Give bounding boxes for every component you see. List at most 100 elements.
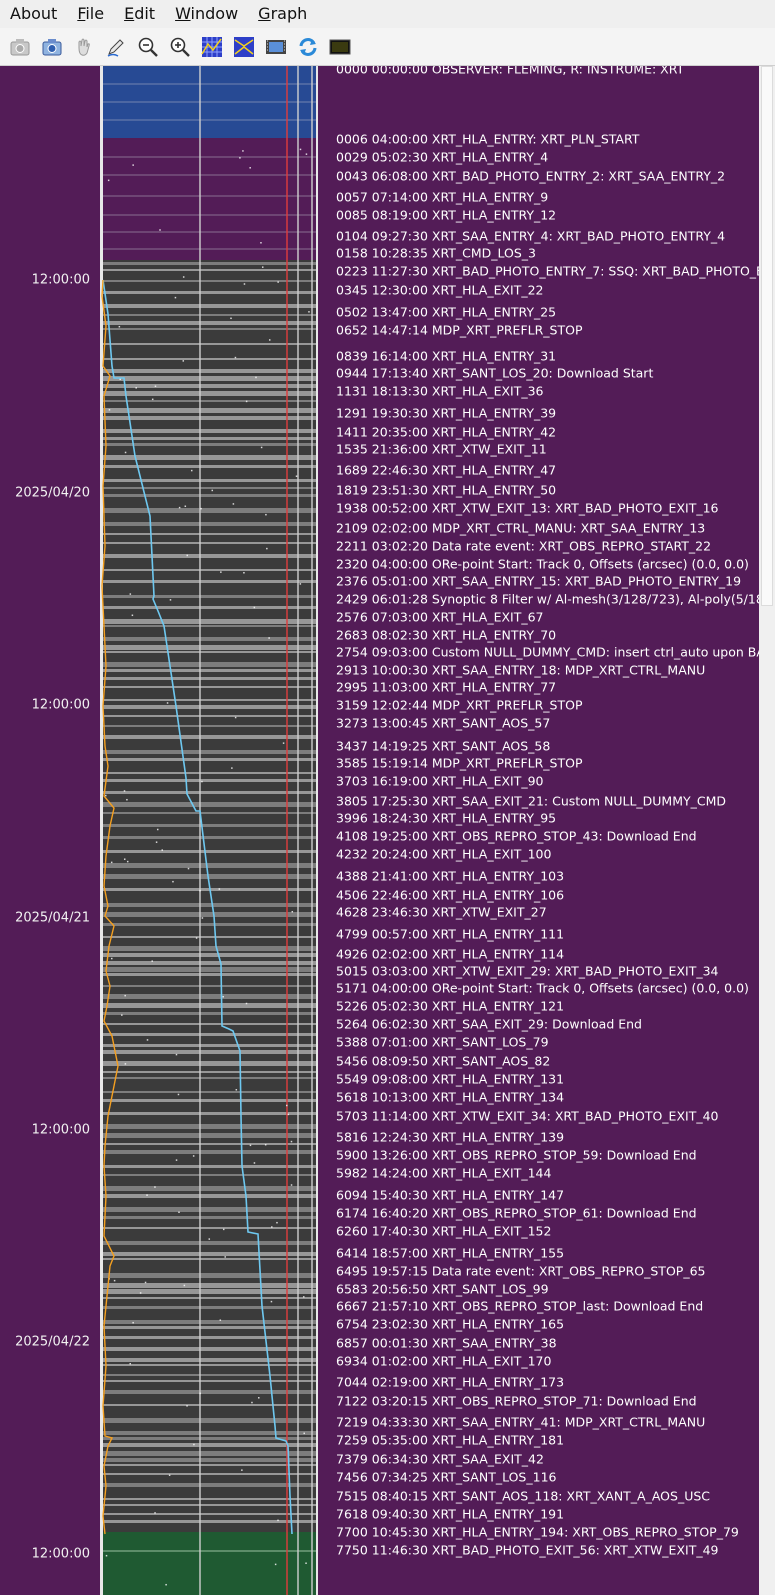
- event-item[interactable]: 4506 22:46:00 XRT_HLA_ENTRY_106: [336, 887, 565, 903]
- menu-edit[interactable]: Edit: [124, 4, 156, 23]
- event-item[interactable]: 0029 05:02:30 XRT_HLA_ENTRY_4: [336, 149, 549, 165]
- event-item[interactable]: 4799 00:57:00 XRT_HLA_ENTRY_111: [336, 926, 565, 942]
- vertical-scrollbar[interactable]: [759, 66, 775, 1595]
- event-item[interactable]: 5549 09:08:00 XRT_HLA_ENTRY_131: [336, 1071, 565, 1087]
- event-item[interactable]: 7618 09:40:30 XRT_HLA_ENTRY_191: [336, 1506, 565, 1522]
- event-item[interactable]: 7700 10:45:30 XRT_HLA_ENTRY_194: XRT_OBS…: [336, 1524, 739, 1540]
- event-item[interactable]: 4926 02:02:00 XRT_HLA_ENTRY_114: [336, 946, 565, 962]
- event-item[interactable]: 3703 16:19:00 XRT_HLA_EXIT_90: [336, 773, 544, 789]
- event-item[interactable]: 0085 08:19:00 XRT_HLA_ENTRY_12: [336, 207, 557, 223]
- event-item[interactable]: 0944 17:13:40 XRT_SANT_LOS_20: Download …: [336, 365, 654, 381]
- event-item[interactable]: 5816 12:24:30 XRT_HLA_ENTRY_139: [336, 1129, 565, 1145]
- pen-icon[interactable]: [104, 35, 128, 59]
- event-item[interactable]: 0006 04:00:00 XRT_HLA_ENTRY: XRT_PLN_STA…: [336, 131, 640, 147]
- event-item[interactable]: 1411 20:35:00 XRT_HLA_ENTRY_42: [336, 424, 557, 440]
- zoom-out-icon[interactable]: [136, 35, 160, 59]
- event-item[interactable]: 7219 04:33:30 XRT_SAA_ENTRY_41: MDP_XRT_…: [336, 1414, 706, 1430]
- event-item[interactable]: 2913 10:00:30 XRT_SAA_ENTRY_18: MDP_XRT_…: [336, 662, 706, 678]
- event-item[interactable]: 5388 07:01:00 XRT_SANT_LOS_79: [336, 1034, 549, 1050]
- event-item[interactable]: 5618 10:13:00 XRT_HLA_ENTRY_134: [336, 1089, 565, 1105]
- refresh-icon[interactable]: [296, 35, 320, 59]
- menu-graph[interactable]: Graph: [258, 4, 308, 23]
- plot-background: [103, 66, 316, 1595]
- event-item[interactable]: 4628 23:46:30 XRT_XTW_EXIT_27: [336, 904, 547, 920]
- event-item[interactable]: 4232 20:24:00 XRT_HLA_EXIT_100: [336, 846, 552, 862]
- event-item[interactable]: 1938 00:52:00 XRT_XTW_EXIT_13: XRT_BAD_P…: [336, 500, 719, 516]
- event-item[interactable]: 0345 12:30:00 XRT_HLA_EXIT_22: [336, 282, 544, 298]
- plot-icon[interactable]: [232, 35, 256, 59]
- event-item[interactable]: 6583 20:56:50 XRT_SANT_LOS_99: [336, 1281, 549, 1297]
- event-item[interactable]: 2995 11:03:00 XRT_HLA_ENTRY_77: [336, 679, 557, 695]
- event-item[interactable]: 0223 11:27:30 XRT_BAD_PHOTO_ENTRY_7: SSQ…: [336, 263, 759, 279]
- event-item[interactable]: 6754 23:02:30 XRT_HLA_ENTRY_165: [336, 1316, 565, 1332]
- zoom-in-icon[interactable]: [168, 35, 192, 59]
- time-axis-label: 12:00:00: [31, 1546, 90, 1562]
- event-item[interactable]: 0000 00:00:00 OBSERVER: FLEMING, R: INST…: [336, 66, 685, 77]
- event-item[interactable]: 5982 14:24:00 XRT_HLA_EXIT_144: [336, 1165, 552, 1181]
- event-item[interactable]: 0158 10:28:35 XRT_CMD_LOS_3: [336, 245, 537, 261]
- event-item[interactable]: 0652 14:47:14 MDP_XRT_PREFLR_STOP: [336, 322, 583, 338]
- event-item[interactable]: 2754 09:03:00 Custom NULL_DUMMY_CMD: ins…: [336, 644, 759, 660]
- event-item[interactable]: 7515 08:40:15 XRT_SANT_AOS_118: XRT_XANT…: [336, 1488, 711, 1504]
- event-item[interactable]: 3159 12:02:44 MDP_XRT_PREFLR_STOP: [336, 697, 583, 713]
- event-item[interactable]: 2376 05:01:00 XRT_SAA_ENTRY_15: XRT_BAD_…: [336, 573, 742, 589]
- menu-about[interactable]: About: [10, 4, 58, 23]
- event-item[interactable]: 2576 07:03:00 XRT_HLA_EXIT_67: [336, 609, 544, 625]
- data-stripe: [103, 455, 316, 460]
- event-item[interactable]: 3996 18:24:30 XRT_HLA_ENTRY_95: [336, 810, 557, 826]
- event-item[interactable]: 3585 15:19:14 MDP_XRT_PREFLR_STOP: [336, 755, 583, 771]
- event-item[interactable]: 2109 02:02:00 MDP_XRT_CTRL_MANU: XRT_SAA…: [336, 520, 706, 536]
- event-item[interactable]: 6174 16:40:20 XRT_OBS_REPRO_STOP_61: Dow…: [336, 1205, 697, 1221]
- event-item[interactable]: 5900 13:26:00 XRT_OBS_REPRO_STOP_59: Dow…: [336, 1147, 697, 1163]
- event-item[interactable]: 6857 00:01:30 XRT_SAA_ENTRY_38: [336, 1335, 557, 1351]
- event-item[interactable]: 0057 07:14:00 XRT_HLA_ENTRY_9: [336, 189, 549, 205]
- event-item[interactable]: 2683 08:02:30 XRT_HLA_ENTRY_70: [336, 627, 557, 643]
- event-item[interactable]: 7750 11:46:30 XRT_BAD_PHOTO_EXIT_56: XRT…: [336, 1542, 719, 1558]
- event-item[interactable]: 5015 03:03:00 XRT_XTW_EXIT_29: XRT_BAD_P…: [336, 963, 719, 979]
- event-item[interactable]: 3437 14:19:25 XRT_SANT_AOS_58: [336, 738, 551, 754]
- event-item[interactable]: 2429 06:01:28 Synoptic 8 Filter w/ Al-me…: [336, 591, 759, 607]
- event-item[interactable]: 1535 21:36:00 XRT_XTW_EXIT_11: [336, 441, 547, 457]
- event-item[interactable]: 6934 01:02:00 XRT_HLA_EXIT_170: [336, 1353, 552, 1369]
- event-item[interactable]: 1819 23:51:30 XRT_HLA_ENTRY_50: [336, 482, 557, 498]
- menu-window[interactable]: Window: [175, 4, 239, 23]
- event-item[interactable]: 5226 05:02:30 XRT_HLA_ENTRY_121: [336, 998, 565, 1014]
- event-dot: [230, 317, 232, 320]
- event-item[interactable]: 3805 17:25:30 XRT_SAA_EXIT_21: Custom NU…: [336, 793, 727, 809]
- event-item[interactable]: 3273 13:00:45 XRT_SANT_AOS_57: [336, 715, 551, 731]
- timeline-plot[interactable]: [100, 66, 324, 1595]
- event-item[interactable]: 5171 04:00:00 ORe-point Start: Track 0, …: [336, 980, 749, 996]
- scrollbar-thumb[interactable]: [761, 66, 773, 606]
- event-item[interactable]: 7379 06:34:30 XRT_SAA_EXIT_42: [336, 1451, 544, 1467]
- event-item[interactable]: 1689 22:46:30 XRT_HLA_ENTRY_47: [336, 462, 557, 478]
- event-item[interactable]: 5264 06:02:30 XRT_SAA_EXIT_29: Download …: [336, 1016, 642, 1032]
- event-item[interactable]: 7456 07:34:25 XRT_SANT_LOS_116: [336, 1469, 557, 1485]
- film-icon[interactable]: [264, 35, 288, 59]
- event-item[interactable]: 6094 15:40:30 XRT_HLA_ENTRY_147: [336, 1187, 565, 1203]
- event-item[interactable]: 0839 16:14:00 XRT_HLA_ENTRY_31: [336, 348, 557, 364]
- event-item[interactable]: 5703 11:14:00 XRT_XTW_EXIT_34: XRT_BAD_P…: [336, 1108, 719, 1124]
- event-item[interactable]: 7122 03:20:15 XRT_OBS_REPRO_STOP_71: Dow…: [336, 1393, 697, 1409]
- event-item[interactable]: 7044 02:19:00 XRT_HLA_ENTRY_173: [336, 1374, 565, 1390]
- grid-icon[interactable]: [200, 35, 224, 59]
- event-item[interactable]: 2211 03:02:20 Data rate event: XRT_OBS_R…: [336, 538, 712, 554]
- event-list[interactable]: 0000 00:00:00 OBSERVER: FLEMING, R: INST…: [324, 66, 759, 1595]
- event-item[interactable]: 0043 06:08:00 XRT_BAD_PHOTO_ENTRY_2: XRT…: [336, 168, 726, 184]
- event-item[interactable]: 6260 17:40:30 XRT_HLA_EXIT_152: [336, 1223, 552, 1239]
- event-item[interactable]: 6495 19:57:15 Data rate event: XRT_OBS_R…: [336, 1263, 706, 1279]
- event-item[interactable]: 2320 04:00:00 ORe-point Start: Track 0, …: [336, 556, 749, 572]
- event-item[interactable]: 0502 13:47:00 XRT_HLA_ENTRY_25: [336, 304, 557, 320]
- camera-icon[interactable]: [40, 35, 64, 59]
- event-item[interactable]: 6414 18:57:00 XRT_HLA_ENTRY_155: [336, 1245, 565, 1261]
- event-item[interactable]: 5456 08:09:50 XRT_SANT_AOS_82: [336, 1053, 551, 1069]
- event-item[interactable]: 4108 19:25:00 XRT_OBS_REPRO_STOP_43: Dow…: [336, 828, 697, 844]
- event-item[interactable]: 4388 21:41:00 XRT_HLA_ENTRY_103: [336, 868, 565, 884]
- event-item[interactable]: 6667 21:57:10 XRT_OBS_REPRO_STOP_last: D…: [336, 1298, 704, 1314]
- event-item[interactable]: 7259 05:35:00 XRT_HLA_ENTRY_181: [336, 1432, 565, 1448]
- menu-file[interactable]: File: [77, 4, 105, 23]
- event-item[interactable]: 1131 18:13:30 XRT_HLA_EXIT_36: [336, 383, 544, 399]
- display-icon[interactable]: [328, 35, 352, 59]
- event-item[interactable]: 0104 09:27:30 XRT_SAA_ENTRY_4: XRT_BAD_P…: [336, 228, 726, 244]
- data-stripe: [103, 824, 316, 827]
- event-item[interactable]: 1291 19:30:30 XRT_HLA_ENTRY_39: [336, 405, 557, 421]
